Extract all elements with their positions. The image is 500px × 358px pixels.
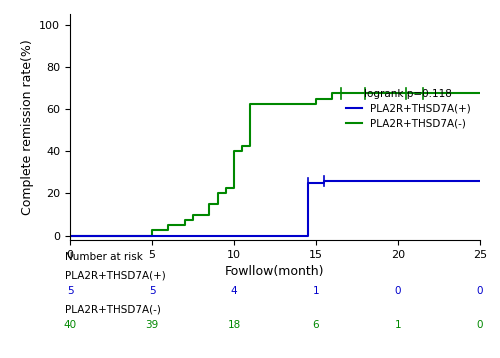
Y-axis label: Complete remission rate(%): Complete remission rate(%) — [20, 39, 34, 215]
Text: 5: 5 — [148, 286, 156, 296]
Text: Number at risk: Number at risk — [65, 252, 143, 262]
Text: 4: 4 — [230, 286, 237, 296]
Text: 6: 6 — [312, 320, 320, 330]
Legend: PLA2R+THSD7A(+), PLA2R+THSD7A(-): PLA2R+THSD7A(+), PLA2R+THSD7A(-) — [342, 84, 475, 133]
Text: 40: 40 — [64, 320, 76, 330]
Text: 5: 5 — [66, 286, 73, 296]
Text: 0: 0 — [477, 286, 483, 296]
Text: 1: 1 — [394, 320, 402, 330]
Text: 1: 1 — [312, 286, 320, 296]
Text: PLA2R+THSD7A(-): PLA2R+THSD7A(-) — [65, 304, 161, 314]
Text: 18: 18 — [228, 320, 240, 330]
Text: PLA2R+THSD7A(+): PLA2R+THSD7A(+) — [65, 270, 166, 280]
X-axis label: Fowllow(month): Fowllow(month) — [225, 265, 325, 278]
Text: 0: 0 — [395, 286, 401, 296]
Text: 39: 39 — [146, 320, 158, 330]
Text: 0: 0 — [477, 320, 483, 330]
